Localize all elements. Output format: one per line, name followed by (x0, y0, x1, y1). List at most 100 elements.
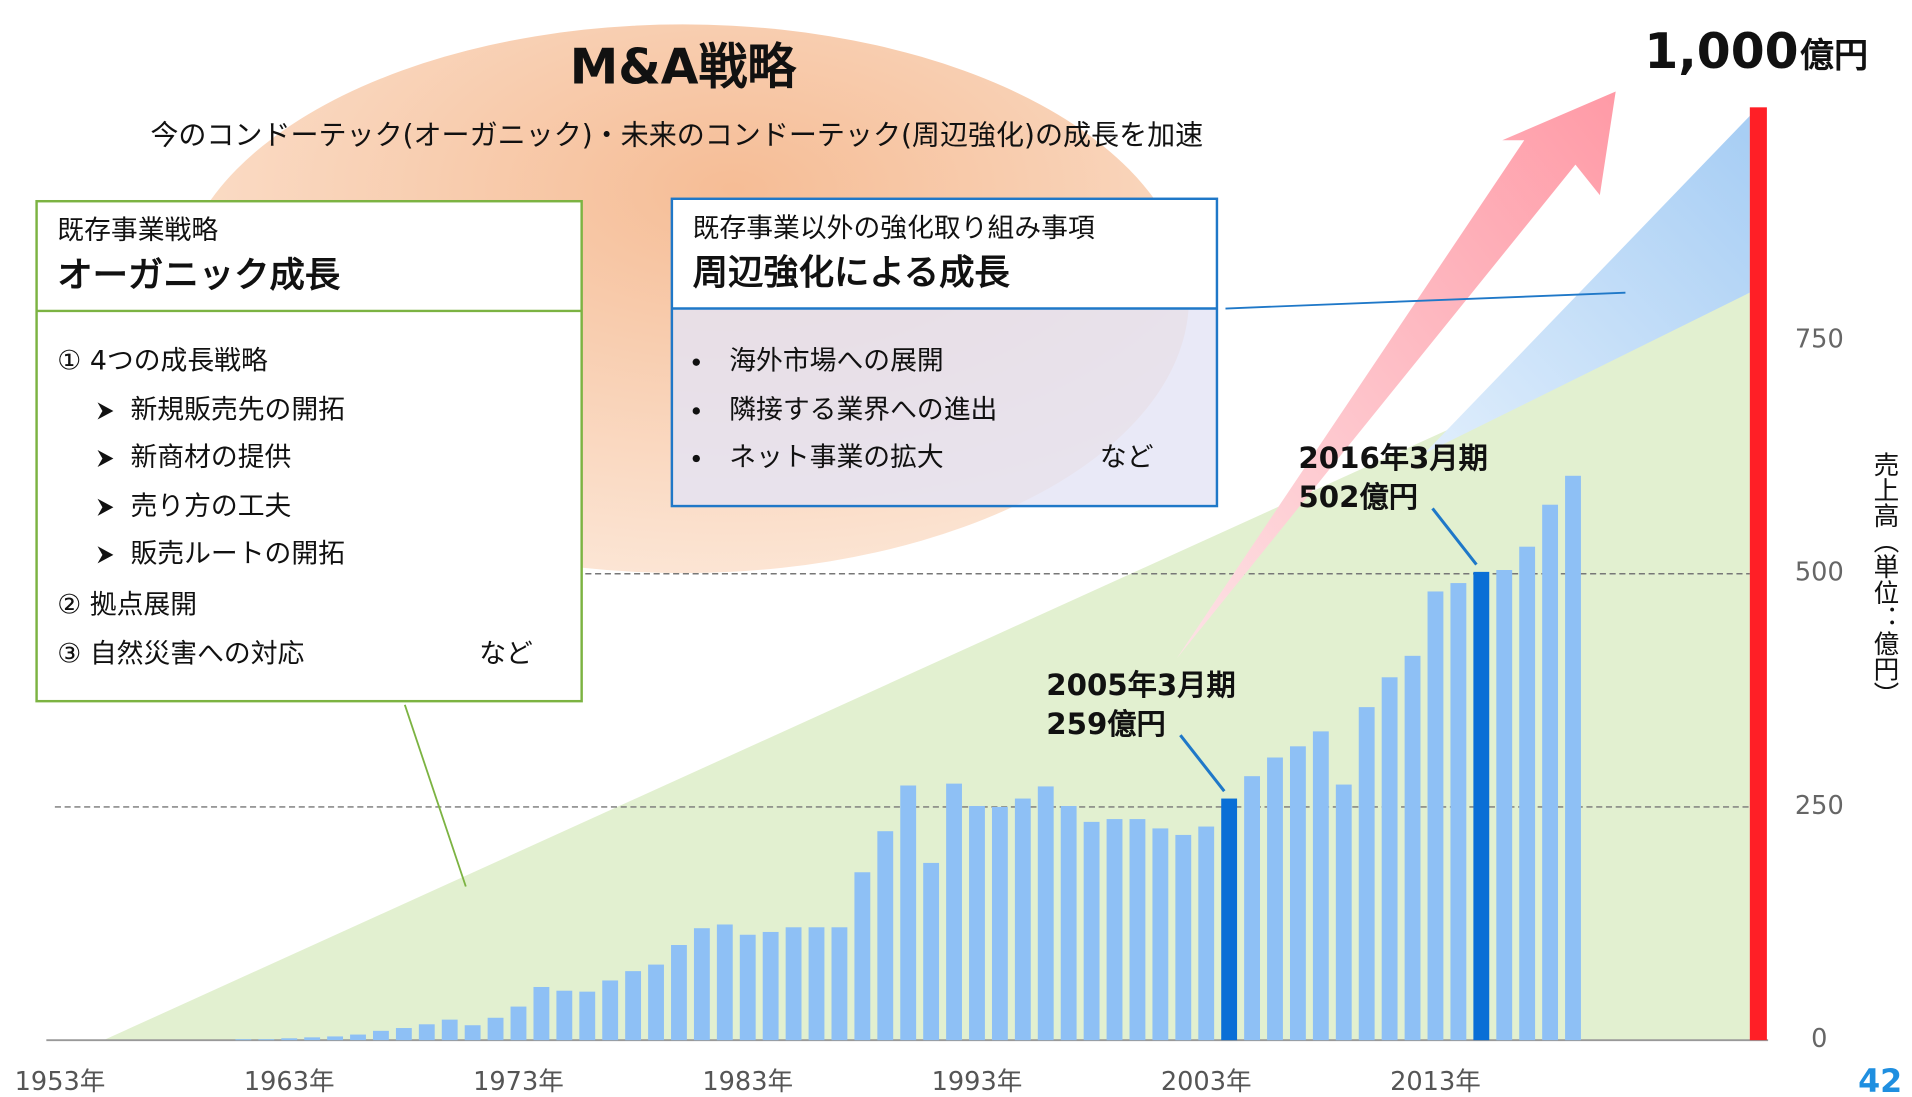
bar (991, 806, 1008, 1041)
box-item: ネット事業の拡大 (729, 442, 944, 473)
bar (1496, 570, 1513, 1041)
x-tick-label: 1983年 (702, 1067, 793, 1097)
bar (327, 1036, 344, 1041)
bar (969, 806, 985, 1041)
box-trailer: など (1100, 442, 1154, 473)
bar (923, 862, 940, 1041)
bar (762, 931, 779, 1041)
bar (1358, 707, 1375, 1041)
bar (900, 785, 917, 1041)
bar (395, 1028, 412, 1041)
period-label: 2016年3月期 (1298, 441, 1488, 475)
box-item: 隣接する業界への進出 (729, 394, 997, 425)
bar (487, 1017, 504, 1041)
bar (235, 1039, 252, 1041)
callout-line (1179, 734, 1226, 793)
y-tick-label: 0 (1811, 1024, 1827, 1054)
box-item: 新規販売先の開拓 (130, 394, 345, 425)
bar (1060, 806, 1077, 1041)
plot (46, 475, 1769, 1042)
peripheral-header (671, 198, 1217, 309)
y-axis-label: 売上高（単位：億円） (1869, 451, 1899, 707)
box-trailer: など (479, 638, 533, 669)
x-tick-label: 2003年 (1161, 1067, 1252, 1097)
bar (1381, 677, 1398, 1041)
max-unit: 億円 (1800, 36, 1868, 76)
bar (1404, 655, 1421, 1041)
bar (304, 1037, 321, 1041)
bar (1473, 571, 1490, 1041)
bar (1221, 798, 1238, 1041)
bar (854, 872, 871, 1041)
bar (625, 971, 642, 1041)
bar (1335, 784, 1352, 1041)
peripheral-body (671, 308, 1217, 507)
period-label: 2005年3月期 (1046, 668, 1236, 702)
bar (350, 1034, 366, 1041)
target-bar (1749, 107, 1767, 1041)
bar (1175, 834, 1192, 1041)
bar (1542, 504, 1559, 1041)
bullet-arrow (97, 498, 114, 516)
box-item: 販売ルートの開拓 (130, 538, 345, 569)
bar (441, 1019, 458, 1041)
bullet-arrow (97, 402, 114, 420)
bar (671, 945, 687, 1041)
bullet-arrow (97, 546, 114, 564)
bar (808, 927, 825, 1041)
bar (1519, 546, 1536, 1041)
bar (1450, 583, 1467, 1041)
x-tick-label: 1993年 (932, 1067, 1023, 1097)
box-item: 新商材の提供 (130, 442, 291, 473)
bar (946, 783, 962, 1041)
bullet (692, 358, 700, 366)
bar (1565, 475, 1581, 1041)
bar (418, 1024, 435, 1041)
max-label: 1,000 (1644, 23, 1798, 80)
bar (831, 927, 848, 1041)
bar (1198, 826, 1215, 1041)
page-number: 42 (1858, 1064, 1902, 1097)
callout-line (1431, 507, 1478, 566)
box-heading: 既存事業戦略 (57, 215, 218, 246)
box-item: 売り方の工夫 (130, 491, 291, 522)
bar (556, 990, 573, 1041)
y-tick-label: 250 (1795, 791, 1844, 821)
bar (464, 1025, 481, 1041)
peripheral-wedge (1424, 115, 1750, 454)
bar (877, 831, 894, 1041)
bar (648, 964, 664, 1041)
box-title: オーガニック成長 (57, 255, 341, 296)
bar (739, 934, 756, 1041)
bar (602, 980, 619, 1041)
bar (1106, 819, 1123, 1041)
bar (1129, 819, 1146, 1041)
connector (1225, 291, 1626, 310)
bar (510, 1006, 527, 1041)
bar (281, 1038, 298, 1041)
bar (716, 924, 733, 1041)
x-tick-label: 1953年 (15, 1067, 106, 1097)
x-tick-label: 1963年 (244, 1067, 335, 1097)
overlay: M&A戦略 今のコンドーテック(オーガニック)・未来のコンドーテック(周辺強化)… (15, 23, 1903, 1097)
bar (1244, 776, 1260, 1041)
box-title: 周辺強化による成長 (693, 252, 1011, 293)
bar (579, 991, 596, 1041)
box-item: ② 拠点展開 (57, 590, 197, 621)
bar (258, 1039, 275, 1041)
bar (785, 927, 802, 1041)
value-label: 259億円 (1046, 707, 1166, 741)
box-item: 海外市場への展開 (729, 346, 944, 377)
box-item: ① 4つの成長戦略 (57, 346, 268, 377)
bullet (692, 454, 700, 463)
bar (1037, 786, 1054, 1041)
peripheral-box (670, 197, 1219, 508)
bar (1083, 821, 1100, 1041)
x-tick-label: 2013年 (1390, 1067, 1481, 1097)
subtitle: 今のコンドーテック(オーガニック)・未来のコンドーテック(周辺強化)の成長を加速 (150, 119, 1203, 152)
bar (1427, 591, 1444, 1041)
title: M&A戦略 (570, 39, 798, 96)
bar (1152, 828, 1169, 1041)
box-item: ③ 自然災害への対応 (57, 638, 304, 669)
